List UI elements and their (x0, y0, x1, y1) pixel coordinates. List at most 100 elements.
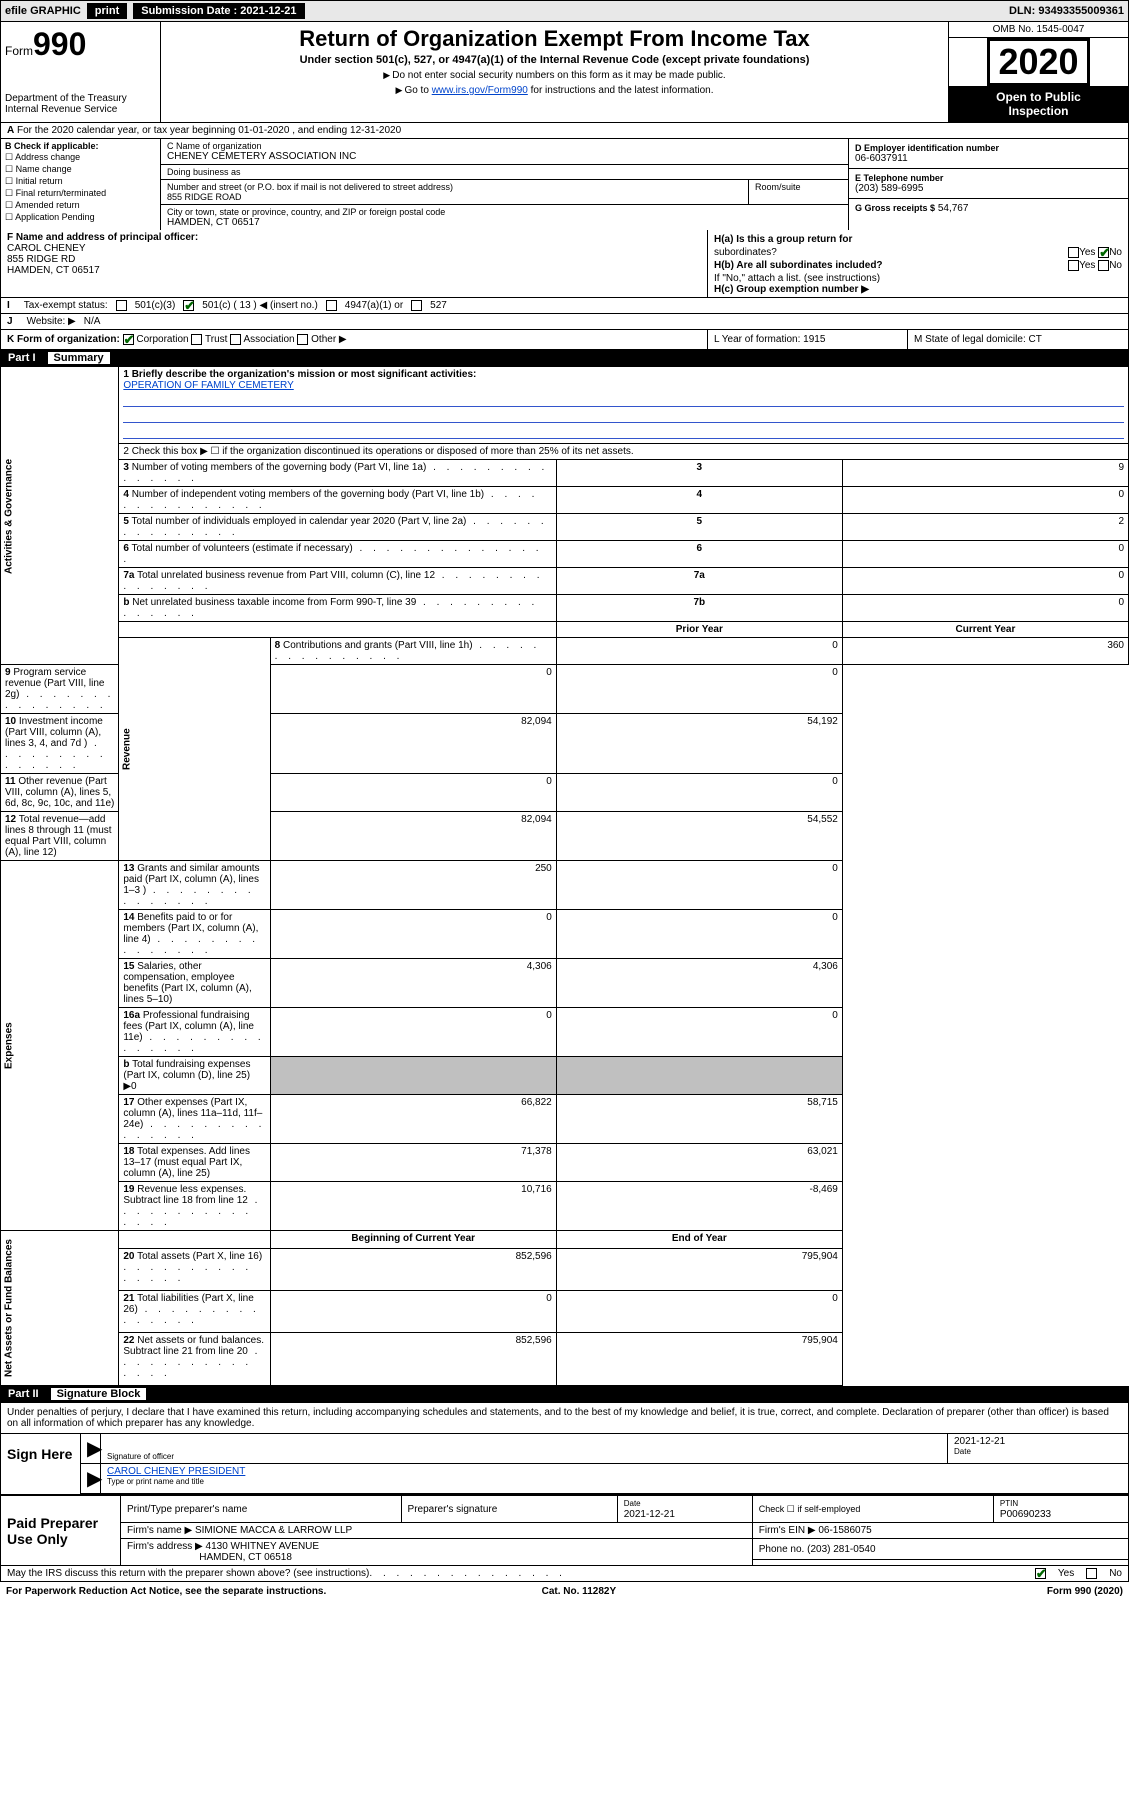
header-title-block: Return of Organization Exempt From Incom… (161, 22, 948, 122)
chk-address-change[interactable]: ☐ Address change (5, 152, 156, 163)
chk-name-change[interactable]: ☐ Name change (5, 164, 156, 175)
perjury-declaration: Under penalties of perjury, I declare th… (1, 1403, 1128, 1433)
table-row: 3 Number of voting members of the govern… (1, 460, 1129, 487)
chk-4947[interactable] (326, 300, 337, 311)
cat-no: Cat. No. 11282Y (542, 1586, 616, 1597)
table-row: 7a Total unrelated business revenue from… (1, 568, 1129, 595)
firm-name: SIMIONE MACCA & LARROW LLP (195, 1525, 352, 1536)
gross-receipts: 54,767 (938, 203, 969, 214)
form-title: Return of Organization Exempt From Incom… (169, 26, 940, 52)
table-row: 17 Other expenses (Part IX, column (A), … (1, 1095, 1129, 1144)
chk-501c[interactable] (183, 300, 194, 311)
header-left: Form990 Department of the Treasury Inter… (1, 22, 161, 122)
paid-preparer-label: Paid Preparer Use Only (1, 1496, 121, 1566)
chk-trust[interactable] (191, 334, 202, 345)
table-row: 20 Total assets (Part X, line 16)852,596… (1, 1249, 1129, 1291)
bottom-line: For Paperwork Reduction Act Notice, see … (0, 1582, 1129, 1601)
ptin: P00690233 (1000, 1509, 1051, 1520)
block-bcd: B Check if applicable: ☐ Address change … (0, 139, 1129, 230)
table-row: b Total fundraising expenses (Part IX, c… (1, 1057, 1129, 1095)
topbar: efile GRAPHIC print Submission Date : 20… (0, 0, 1129, 22)
chk-other[interactable] (297, 334, 308, 345)
department: Department of the Treasury Internal Reve… (5, 93, 156, 115)
chk-assoc[interactable] (230, 334, 241, 345)
table-row: 21 Total liabilities (Part X, line 26)00 (1, 1290, 1129, 1332)
table-row: 6 Total number of volunteers (estimate i… (1, 541, 1129, 568)
phone: (203) 589-6995 (855, 183, 1122, 194)
website: N/A (84, 316, 101, 327)
side-net: Net Assets or Fund Balances (1, 1231, 119, 1386)
box-h: H(a) Is this a group return for subordin… (708, 230, 1128, 297)
side-ag: Activities & Governance (1, 367, 119, 665)
form-footer: Form 990 (2020) (1047, 1586, 1123, 1597)
box-m: M State of legal domicile: CT (908, 330, 1128, 349)
irs-link[interactable]: www.irs.gov/Form990 (432, 85, 528, 96)
row-i: I Tax-exempt status: 501(c)(3) 501(c) ( … (0, 298, 1129, 314)
street-address: 855 RIDGE ROAD (167, 192, 742, 202)
form-subtitle: Under section 501(c), 527, or 4947(a)(1)… (169, 54, 940, 66)
city-state-zip: HAMDEN, CT 06517 (167, 217, 842, 228)
row-klm: K Form of organization: Corporation Trus… (0, 330, 1129, 350)
firm-phone: (203) 281-0540 (807, 1544, 875, 1555)
side-rev: Revenue (119, 638, 270, 861)
instruction-1: Do not enter social security numbers on … (169, 70, 940, 81)
table-row: 16a Professional fundraising fees (Part … (1, 1008, 1129, 1057)
mission-row: 1 Briefly describe the organization's mi… (119, 367, 1129, 444)
box-c: C Name of organization CHENEY CEMETERY A… (161, 139, 848, 230)
chk-corp[interactable] (123, 334, 134, 345)
efile-label: efile GRAPHIC (5, 5, 81, 17)
chk-501c3[interactable] (116, 300, 127, 311)
public-inspection: Open to Public Inspection (949, 86, 1128, 122)
hb-yes[interactable] (1068, 260, 1079, 271)
preparer-table: Paid Preparer Use Only Print/Type prepar… (0, 1495, 1129, 1566)
discuss-yes[interactable] (1035, 1568, 1046, 1579)
mission-text[interactable]: OPERATION OF FAMILY CEMETERY (123, 380, 293, 391)
row-fh: F Name and address of principal officer:… (0, 230, 1129, 298)
box-k: K Form of organization: Corporation Trus… (1, 330, 708, 349)
officer-name-title: CAROL CHENEY PRESIDENT (107, 1466, 1122, 1477)
header-right: OMB No. 1545-0047 2020 Open to Public In… (948, 22, 1128, 122)
arrow-icon: ▶ (81, 1464, 101, 1493)
box-b: B Check if applicable: ☐ Address change … (1, 139, 161, 230)
table-row: b Net unrelated business taxable income … (1, 595, 1129, 622)
ha-no[interactable] (1098, 247, 1109, 258)
dln: DLN: 93493355009361 (1009, 5, 1124, 17)
row-a-tax-year: A For the 2020 calendar year, or tax yea… (0, 123, 1129, 139)
box-f: F Name and address of principal officer:… (1, 230, 708, 297)
table-row: 18 Total expenses. Add lines 13–17 (must… (1, 1144, 1129, 1182)
chk-amended[interactable]: ☐ Amended return (5, 200, 156, 211)
table-row: 22 Net assets or fund balances. Subtract… (1, 1332, 1129, 1386)
print-button[interactable]: print (87, 3, 127, 19)
firm-ein: 06-1586075 (818, 1525, 871, 1536)
submission-date: Submission Date : 2021-12-21 (133, 3, 304, 19)
chk-527[interactable] (411, 300, 422, 311)
box-l: L Year of formation: 1915 (708, 330, 908, 349)
signature-block: Under penalties of perjury, I declare th… (0, 1402, 1129, 1495)
tax-year: 2020 (949, 38, 1128, 86)
instruction-2: Go to www.irs.gov/Form990 for instructio… (169, 85, 940, 96)
form-header: Form990 Department of the Treasury Inter… (0, 22, 1129, 123)
part1-header: Part I Summary (0, 350, 1129, 366)
chk-initial-return[interactable]: ☐ Initial return (5, 176, 156, 187)
officer-name: CAROL CHENEY (7, 243, 701, 254)
form-number: Form990 (5, 26, 156, 63)
org-name: CHENEY CEMETERY ASSOCIATION INC (167, 151, 842, 162)
row-j: J Website: ▶ N/A (0, 314, 1129, 330)
sig-date: 2021-12-21 (954, 1436, 1122, 1447)
arrow-icon: ▶ (81, 1434, 101, 1463)
firm-address: 4130 WHITNEY AVENUE (206, 1541, 320, 1552)
ha-yes[interactable] (1068, 247, 1079, 258)
side-exp: Expenses (1, 861, 119, 1231)
table-row: 4 Number of independent voting members o… (1, 487, 1129, 514)
sign-here-label: Sign Here (1, 1434, 81, 1494)
discuss-no[interactable] (1086, 1568, 1097, 1579)
summary-table: Activities & Governance 1 Briefly descri… (0, 366, 1129, 1386)
chk-final-return[interactable]: ☐ Final return/terminated (5, 188, 156, 199)
box-d: D Employer identification number 06-6037… (848, 139, 1128, 230)
hb-no[interactable] (1098, 260, 1109, 271)
part2-header: Part II Signature Block (0, 1386, 1129, 1402)
irs-discuss-row: May the IRS discuss this return with the… (0, 1566, 1129, 1582)
ein: 06-6037911 (855, 153, 1122, 164)
chk-app-pending[interactable]: ☐ Application Pending (5, 212, 156, 223)
omb-number: OMB No. 1545-0047 (949, 22, 1128, 38)
